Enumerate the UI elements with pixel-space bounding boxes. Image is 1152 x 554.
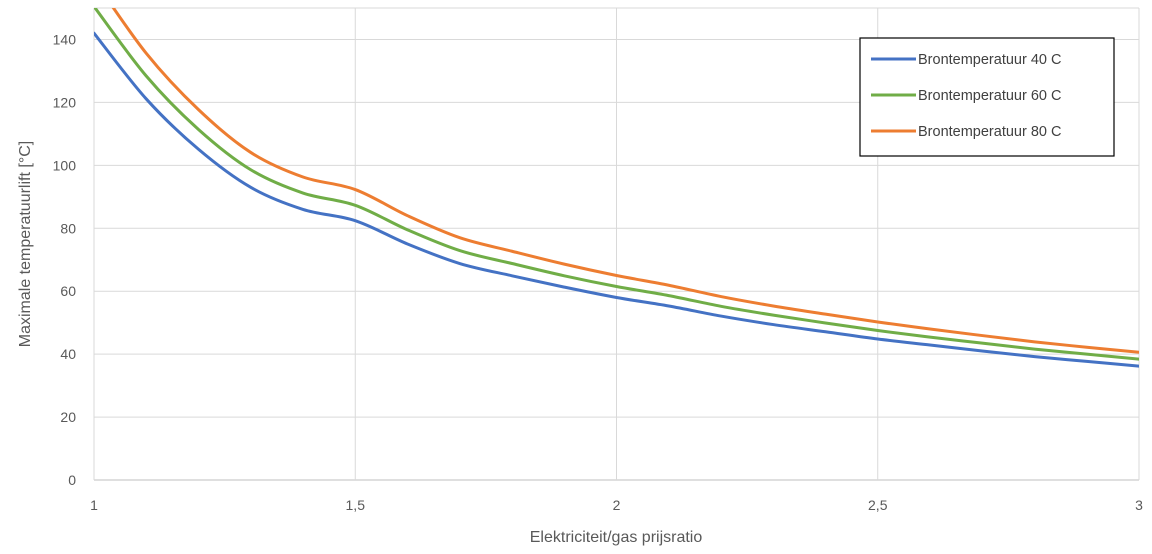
gridlines — [93, 7, 1140, 481]
x-tick-label: 2 — [613, 497, 621, 513]
x-axis-title: Elektriciteit/gas prijsratio — [530, 529, 703, 546]
y-axis-title: Maximale temperatuurlift [°C] — [17, 141, 34, 347]
legend-label-3: Brontemperatuur 80 C — [918, 124, 1061, 140]
series-line-3 — [111, 8, 1139, 354]
y-tick-label: 0 — [68, 472, 76, 488]
x-tick-label: 2,5 — [868, 497, 888, 513]
y-tick-label: 120 — [53, 94, 77, 110]
y-tick-label: 40 — [60, 346, 76, 362]
x-tick-label: 1,5 — [346, 497, 366, 513]
y-tick-label: 140 — [53, 31, 77, 47]
legend-label-2: Brontemperatuur 60 C — [918, 88, 1061, 104]
y-tick-label: 100 — [53, 157, 77, 173]
y-tick-label: 80 — [60, 220, 76, 236]
x-tick-label: 1 — [90, 497, 98, 513]
tick-labels: 0 20 40 60 80 100 120 140 1 1,5 2 2,5 3 — [53, 31, 1143, 513]
legend-label-1: Brontemperatuur 40 C — [918, 52, 1061, 68]
y-tick-label: 20 — [60, 409, 76, 425]
series-line-2 — [94, 8, 1139, 361]
y-tick-label: 60 — [60, 283, 76, 299]
legend: Brontemperatuur 40 C Brontemperatuur 60 C… — [859, 37, 1115, 157]
x-tick-label: 3 — [1135, 497, 1143, 513]
series-line-1 — [94, 31, 1139, 368]
series-lines — [94, 8, 1139, 368]
